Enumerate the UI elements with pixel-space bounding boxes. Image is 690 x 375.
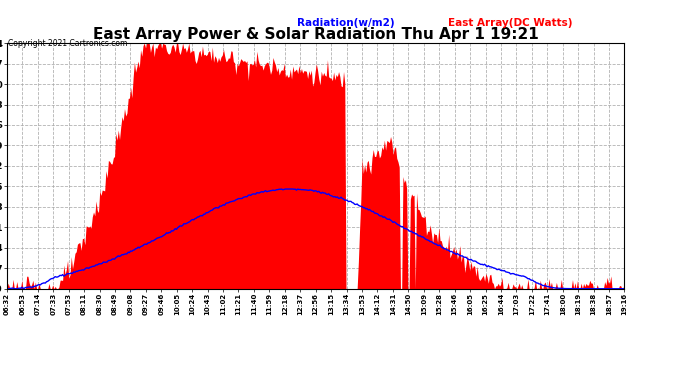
Text: East Array(DC Watts): East Array(DC Watts) <box>448 18 573 28</box>
Text: Radiation(w/m2): Radiation(w/m2) <box>297 18 394 28</box>
Text: Copyright 2021 Cartronics.com: Copyright 2021 Cartronics.com <box>8 39 128 48</box>
Title: East Array Power & Solar Radiation Thu Apr 1 19:21: East Array Power & Solar Radiation Thu A… <box>92 27 539 42</box>
